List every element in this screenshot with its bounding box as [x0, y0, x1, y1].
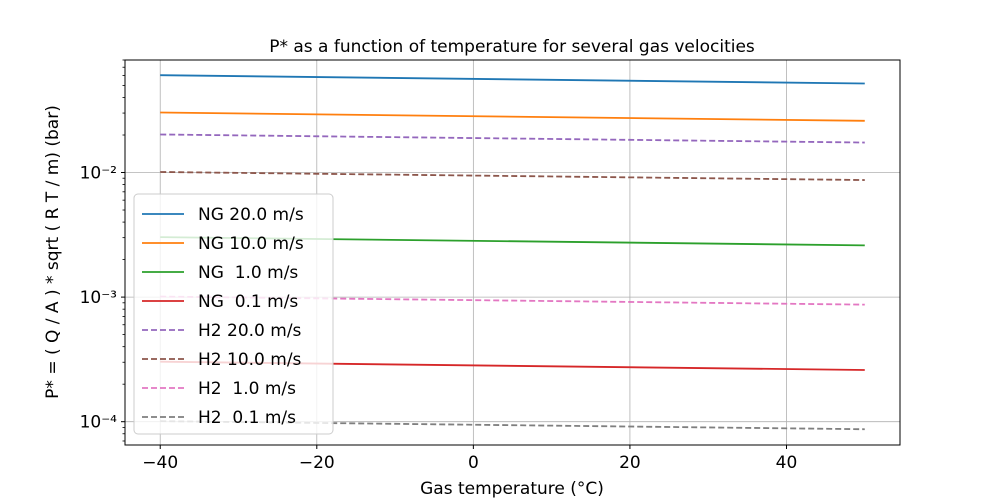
legend-label: H2 0.1 m/s — [198, 408, 296, 428]
x-tick-label: −20 — [299, 453, 335, 473]
y-axis-ticks: 10⁻⁴ 10⁻³ 10⁻² — [80, 164, 125, 433]
legend-label: NG 20.0 m/s — [198, 205, 304, 225]
legend-label: H2 1.0 m/s — [198, 379, 296, 399]
legend-label: NG 10.0 m/s — [198, 234, 304, 254]
legend-label: NG 1.0 m/s — [198, 263, 298, 283]
legend-label: NG 0.1 m/s — [198, 292, 298, 312]
y-tick-label: 10⁻² — [80, 164, 117, 184]
chart-title: P* as a function of temperature for seve… — [269, 37, 755, 57]
y-tick-label: 10⁻³ — [80, 288, 117, 308]
x-tick-label: 0 — [468, 453, 479, 473]
x-tick-label: −40 — [142, 453, 178, 473]
x-axis-ticks: −40 −20 0 20 40 — [142, 445, 797, 473]
series-line — [160, 133, 865, 144]
plot-area-frame — [124, 59, 901, 446]
legend-box — [133, 193, 334, 435]
y-axis-label: P* = ( Q / A ) * sqrt ( R T / m) (bar) — [43, 105, 63, 399]
x-tick-label: 40 — [776, 453, 798, 473]
y-tick-label: 10⁻⁴ — [80, 413, 118, 433]
legend: NG 20.0 m/s NG 10.0 m/s NG 1.0 m/s NG 0.1 m… — [133, 193, 334, 435]
series-line — [160, 171, 865, 181]
series-line — [160, 111, 865, 122]
x-tick-label: 20 — [619, 453, 641, 473]
series-line — [160, 74, 865, 85]
legend-label: H2 20.0 m/s — [198, 321, 302, 341]
legend-label: H2 10.0 m/s — [198, 350, 302, 370]
x-axis-label: Gas temperature (°C) — [420, 479, 604, 499]
